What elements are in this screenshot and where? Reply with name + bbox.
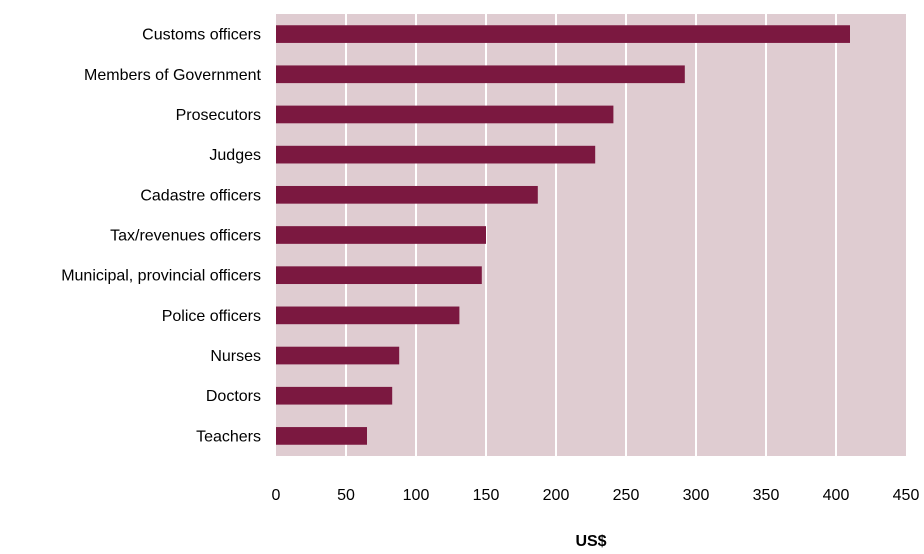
bars [276,25,850,445]
category-label: Judges [209,147,261,164]
x-tick-label: 50 [337,487,355,504]
category-label: Municipal, provincial officers [61,268,261,285]
x-tick-label: 100 [403,487,430,504]
category-label: Members of Government [84,67,262,84]
category-label: Teachers [196,428,261,445]
bar [276,346,400,365]
category-label: Doctors [206,388,261,405]
category-label: Cadastre officers [140,187,261,204]
category-label: Police officers [162,308,261,325]
bar [276,185,538,204]
bar [276,25,850,43]
x-tick-label: 350 [753,487,780,504]
bar [276,65,685,84]
category-label: Tax/revenues officers [110,228,261,245]
x-tick-label: 400 [823,487,850,504]
x-tick-label: 150 [473,487,500,504]
category-label: Prosecutors [176,107,261,124]
bar [276,105,614,124]
category-labels: Customs officers Members of Government Pro… [61,27,261,446]
bar [276,266,482,285]
x-tick-label: 450 [893,487,920,504]
bar [276,386,393,405]
category-label: Nurses [210,348,261,365]
category-label: Customs officers [142,27,261,44]
x-tick-label: 200 [543,487,570,504]
x-tick-label: 250 [613,487,640,504]
x-tick-labels: 0 50 100 150 200 250 300 350 400 450 [272,487,920,504]
bar [276,145,596,164]
x-axis-title: US$ [575,533,606,550]
bar [276,427,367,445]
x-tick-label: 0 [272,487,281,504]
bar [276,226,486,244]
x-tick-label: 300 [683,487,710,504]
bar [276,306,460,325]
